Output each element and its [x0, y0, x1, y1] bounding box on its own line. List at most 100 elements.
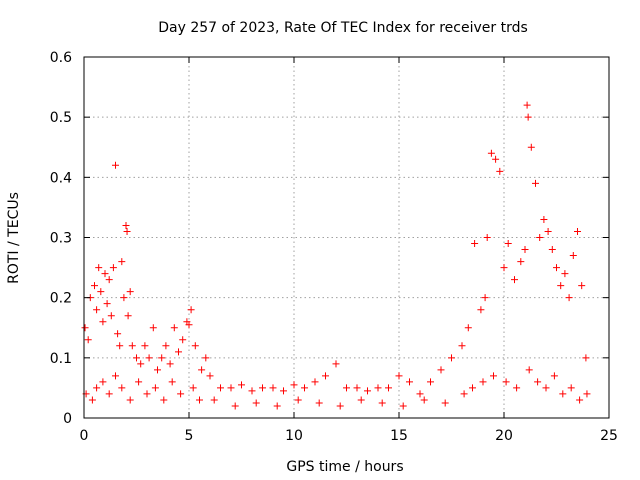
- data-point: [149, 324, 157, 332]
- data-point: [469, 384, 476, 392]
- data-point: [524, 113, 532, 121]
- data-point: [364, 387, 371, 395]
- data-point: [105, 390, 113, 398]
- data-point: [81, 324, 89, 332]
- data-point: [162, 342, 170, 350]
- data-point: [559, 390, 567, 398]
- y-tick-label: 0.4: [50, 170, 72, 186]
- data-point: [357, 396, 365, 404]
- data-point: [481, 294, 489, 302]
- data-point: [343, 384, 350, 392]
- data-point: [128, 342, 136, 350]
- data-point: [427, 378, 434, 386]
- y-tick-label: 0.3: [50, 231, 72, 247]
- data-point: [532, 179, 539, 187]
- data-point: [420, 396, 428, 404]
- data-point: [154, 366, 161, 374]
- data-point: [487, 149, 495, 157]
- data-point: [471, 240, 479, 248]
- data-point: [492, 155, 500, 163]
- data-point: [578, 282, 586, 290]
- data-point: [133, 354, 140, 362]
- y-axis-label: ROTI / TECUs: [6, 192, 22, 284]
- data-point: [252, 399, 260, 407]
- grid: [84, 57, 609, 418]
- data-point: [112, 161, 119, 169]
- y-tick-label: 0.1: [50, 351, 72, 367]
- data-point: [460, 390, 468, 398]
- data-point: [565, 294, 573, 302]
- data-point: [315, 399, 323, 407]
- data-point: [500, 264, 508, 272]
- data-point: [206, 372, 214, 380]
- data-point: [177, 390, 185, 398]
- data-point: [542, 384, 550, 392]
- data-point: [143, 390, 151, 398]
- data-point: [301, 384, 308, 392]
- y-tick-label: 0: [63, 411, 72, 427]
- data-point: [483, 234, 491, 241]
- data-point: [496, 167, 504, 175]
- data-point: [458, 342, 466, 350]
- data-point: [120, 294, 128, 302]
- data-point: [99, 318, 107, 326]
- data-point: [126, 288, 134, 296]
- data-point: [175, 348, 182, 356]
- data-point: [238, 381, 245, 389]
- data-point: [259, 384, 266, 392]
- data-point: [511, 276, 518, 284]
- x-tick-label: 25: [600, 428, 618, 444]
- x-tick-label: 5: [185, 428, 194, 444]
- data-point: [93, 306, 101, 314]
- data-point: [322, 372, 329, 380]
- data-point: [280, 387, 287, 395]
- data-point: [141, 342, 149, 350]
- data-point: [126, 396, 134, 404]
- data-point: [437, 366, 445, 374]
- data-point: [544, 227, 552, 235]
- data-point: [416, 390, 424, 398]
- data-point: [124, 312, 132, 320]
- data-point: [561, 270, 569, 278]
- data-point: [210, 396, 218, 404]
- data-point: [332, 360, 340, 368]
- data-point: [536, 234, 544, 241]
- data-point: [158, 354, 166, 362]
- data-point: [116, 342, 124, 350]
- data-point: [290, 381, 298, 389]
- data-point: [441, 399, 449, 407]
- data-point: [374, 384, 382, 392]
- data-point: [569, 252, 577, 260]
- data-point: [91, 282, 98, 290]
- data-point: [95, 264, 103, 272]
- data-point: [196, 396, 203, 404]
- data-point: [109, 264, 117, 272]
- data-point: [231, 402, 239, 410]
- data-point: [185, 321, 193, 329]
- data-point: [525, 366, 533, 374]
- data-point: [477, 306, 485, 314]
- chart-title: Day 257 of 2023, Rate Of TEC Index for r…: [158, 20, 528, 36]
- data-point: [504, 240, 512, 248]
- data-point: [112, 372, 119, 380]
- data-point: [198, 366, 206, 374]
- y-tick-label: 0.6: [50, 50, 72, 66]
- data-point: [385, 384, 392, 392]
- data-point: [103, 300, 111, 308]
- data-point: [395, 372, 403, 380]
- data-point: [189, 384, 197, 392]
- data-point: [151, 384, 159, 392]
- data-point: [191, 342, 199, 350]
- data-point: [582, 354, 590, 362]
- data-point: [105, 276, 113, 284]
- data-point: [502, 378, 510, 386]
- y-tick-label: 0.2: [50, 291, 72, 307]
- data-points: [81, 101, 591, 410]
- y-tick-label: 0.5: [50, 110, 72, 126]
- data-point: [179, 336, 187, 344]
- data-point: [527, 143, 535, 151]
- data-point: [479, 378, 487, 386]
- data-point: [557, 282, 565, 290]
- data-point: [227, 384, 235, 392]
